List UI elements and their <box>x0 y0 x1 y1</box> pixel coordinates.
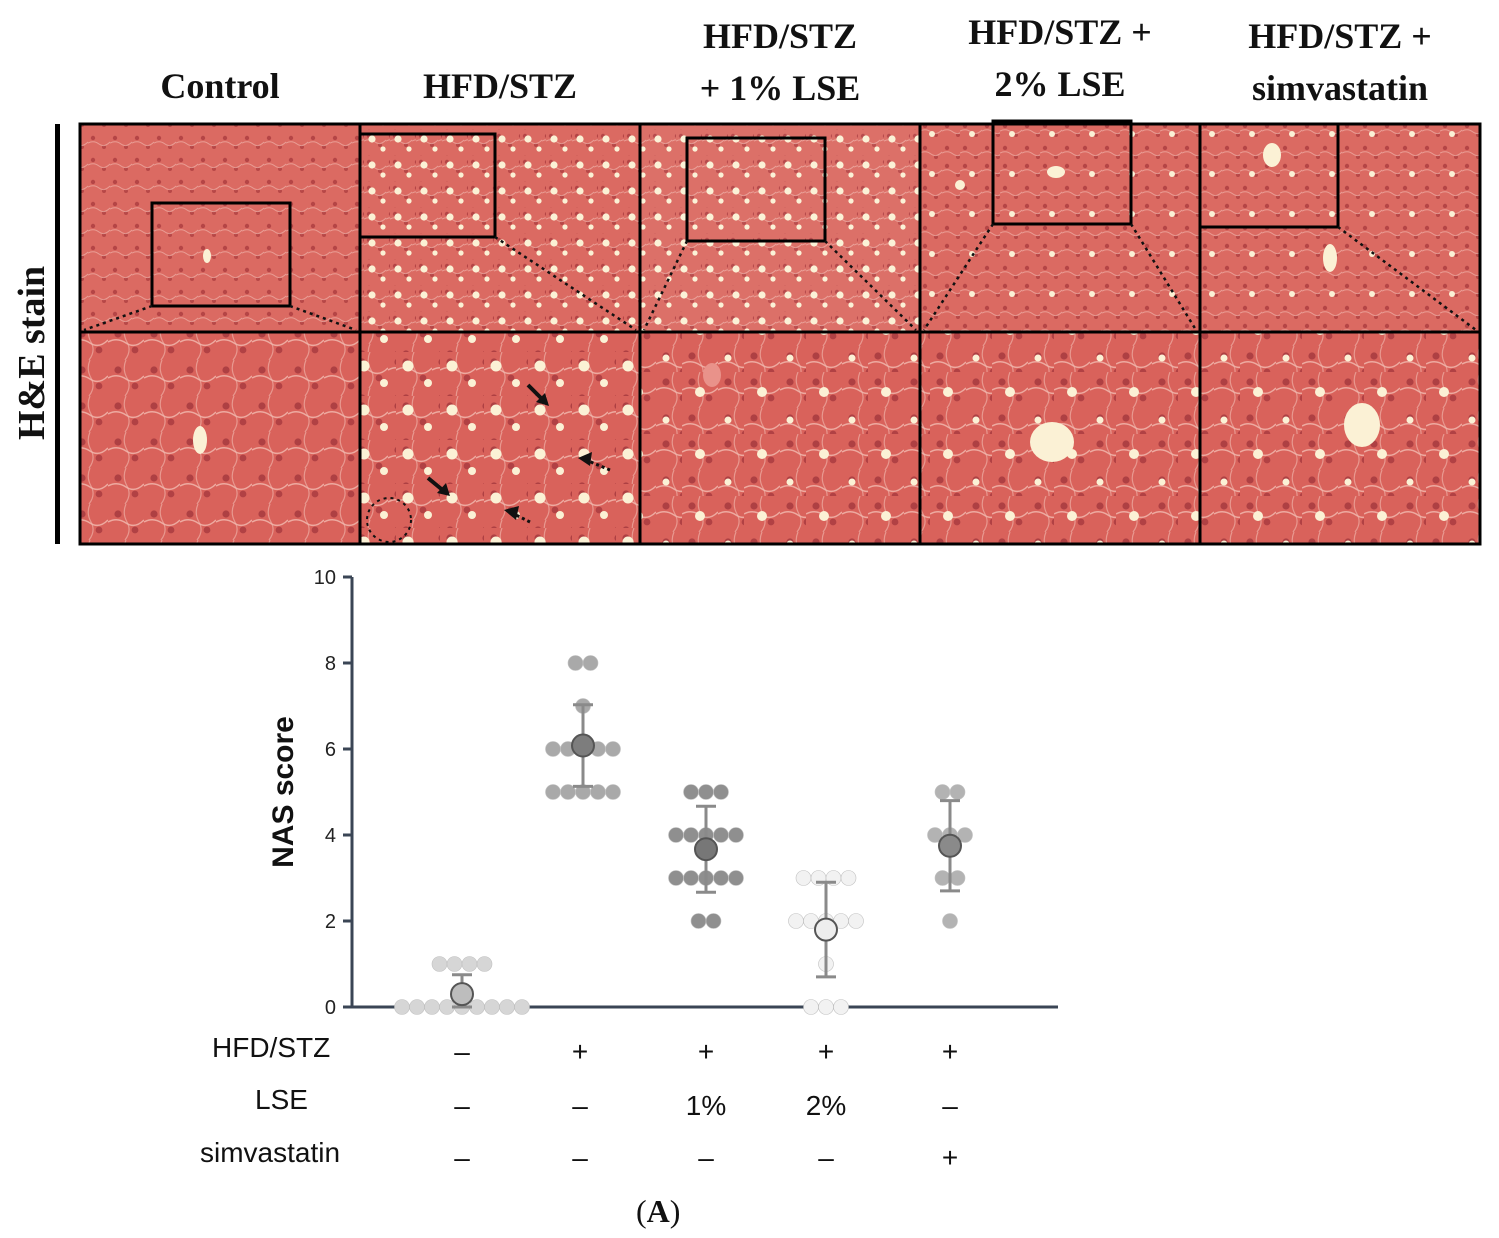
data-point <box>431 956 448 972</box>
data-point <box>668 827 684 843</box>
nas-score-chart: 0 2 4 6 8 10 NAS score <box>267 567 1058 1019</box>
data-point <box>605 784 621 800</box>
y-axis-label: NAS score <box>267 716 300 868</box>
condition-cell: + <box>941 1142 959 1173</box>
data-point <box>705 913 722 929</box>
data-point <box>803 999 819 1015</box>
data-point <box>957 827 973 843</box>
column-header-hfd-stz-simvastatin: HFD/STZ + simvastatin <box>1248 16 1432 108</box>
micrograph-grid <box>78 119 1482 546</box>
y-tick-label: 10 <box>314 567 336 589</box>
micrograph-hfd-stz-low <box>360 124 640 332</box>
micrograph-2pct-lse-low <box>920 124 1200 332</box>
condition-cell: + <box>817 1036 835 1067</box>
data-point <box>683 784 699 800</box>
y-tick-label: 6 <box>325 739 336 761</box>
micrograph-control-low <box>80 124 360 332</box>
series-3 <box>668 784 744 929</box>
condition-cell: – <box>454 1142 470 1173</box>
data-point <box>394 999 410 1015</box>
condition-cell: 2% <box>805 1090 847 1121</box>
condition-cell: – <box>572 1142 588 1173</box>
data-point <box>818 999 834 1015</box>
mean-marker <box>694 837 718 862</box>
micrograph-control-high <box>80 332 360 544</box>
column-header-hfd-stz-1pct-lse: HFD/STZ + 1% LSE <box>699 16 861 108</box>
panel-label: (A) <box>636 1193 681 1229</box>
micrograph-hfd-stz-high <box>360 332 640 544</box>
zoom-box <box>150 119 1340 308</box>
data-point <box>934 870 951 886</box>
data-point <box>934 784 951 800</box>
data-point <box>690 913 707 929</box>
data-point <box>949 870 966 886</box>
data-point <box>713 827 729 843</box>
data-point <box>476 956 493 972</box>
micrograph-1pct-lse-high <box>640 332 920 544</box>
mean-marker <box>571 733 595 758</box>
column-header-hfd-stz: HFD/STZ <box>422 66 578 106</box>
micrograph-simvastatin-high <box>1200 332 1480 544</box>
data-point <box>848 913 864 929</box>
data-point <box>683 870 699 886</box>
data-point <box>545 741 561 757</box>
y-tick-label: 8 <box>325 653 336 675</box>
condition-cell: + <box>941 1036 959 1067</box>
condition-cell: – <box>454 1036 470 1067</box>
series-5 <box>927 784 973 929</box>
mean-marker <box>814 917 838 942</box>
data-point <box>446 956 463 972</box>
data-point <box>499 999 515 1015</box>
y-tick-label: 4 <box>325 825 336 847</box>
column-header-control: Control <box>160 66 280 106</box>
data-point <box>545 784 561 800</box>
condition-cell: – <box>818 1142 834 1173</box>
data-point <box>683 827 699 843</box>
series-1 <box>394 956 530 1015</box>
data-point <box>728 870 744 886</box>
data-point <box>949 784 966 800</box>
condition-cell: – <box>698 1142 714 1173</box>
data-point <box>668 870 684 886</box>
condition-cell: 1% <box>685 1090 727 1121</box>
condition-label-simvastatin: simvastatin <box>200 1137 341 1168</box>
data-point <box>788 913 804 929</box>
data-point <box>713 870 729 886</box>
condition-cell: + <box>571 1036 589 1067</box>
data-point <box>713 784 729 800</box>
y-tick-label: 2 <box>325 911 336 933</box>
data-point <box>795 870 812 886</box>
condition-cell: – <box>454 1090 470 1121</box>
y-tick-label: 0 <box>325 997 336 1019</box>
condition-cell: – <box>942 1090 958 1121</box>
series-2 <box>545 655 621 800</box>
data-point <box>461 956 478 972</box>
condition-cell: – <box>572 1090 588 1121</box>
mean-marker <box>938 833 962 858</box>
mean-marker <box>450 982 474 1007</box>
data-point <box>698 784 714 800</box>
data-point <box>567 655 584 671</box>
zoom-connector <box>83 223 1477 332</box>
data-point <box>833 999 849 1015</box>
column-header-hfd-stz-2pct-lse: HFD/STZ + 2% LSE <box>968 12 1152 104</box>
condition-label-lse: LSE <box>255 1084 308 1115</box>
data-point <box>582 655 599 671</box>
data-point <box>728 827 744 843</box>
micrograph-1pct-lse-low <box>640 124 920 332</box>
data-point <box>484 999 500 1015</box>
data-point <box>424 999 440 1015</box>
condition-cell: + <box>697 1036 715 1067</box>
condition-label-hfd-stz: HFD/STZ <box>212 1032 331 1063</box>
row-bar <box>55 124 60 544</box>
micrograph-2pct-lse-high <box>920 332 1200 544</box>
data-point <box>409 999 425 1015</box>
data-point <box>514 999 530 1015</box>
data-point <box>840 870 857 886</box>
data-point <box>605 741 621 757</box>
arrow-icon <box>585 458 611 472</box>
data-point <box>942 913 958 929</box>
series-4 <box>788 870 864 1015</box>
